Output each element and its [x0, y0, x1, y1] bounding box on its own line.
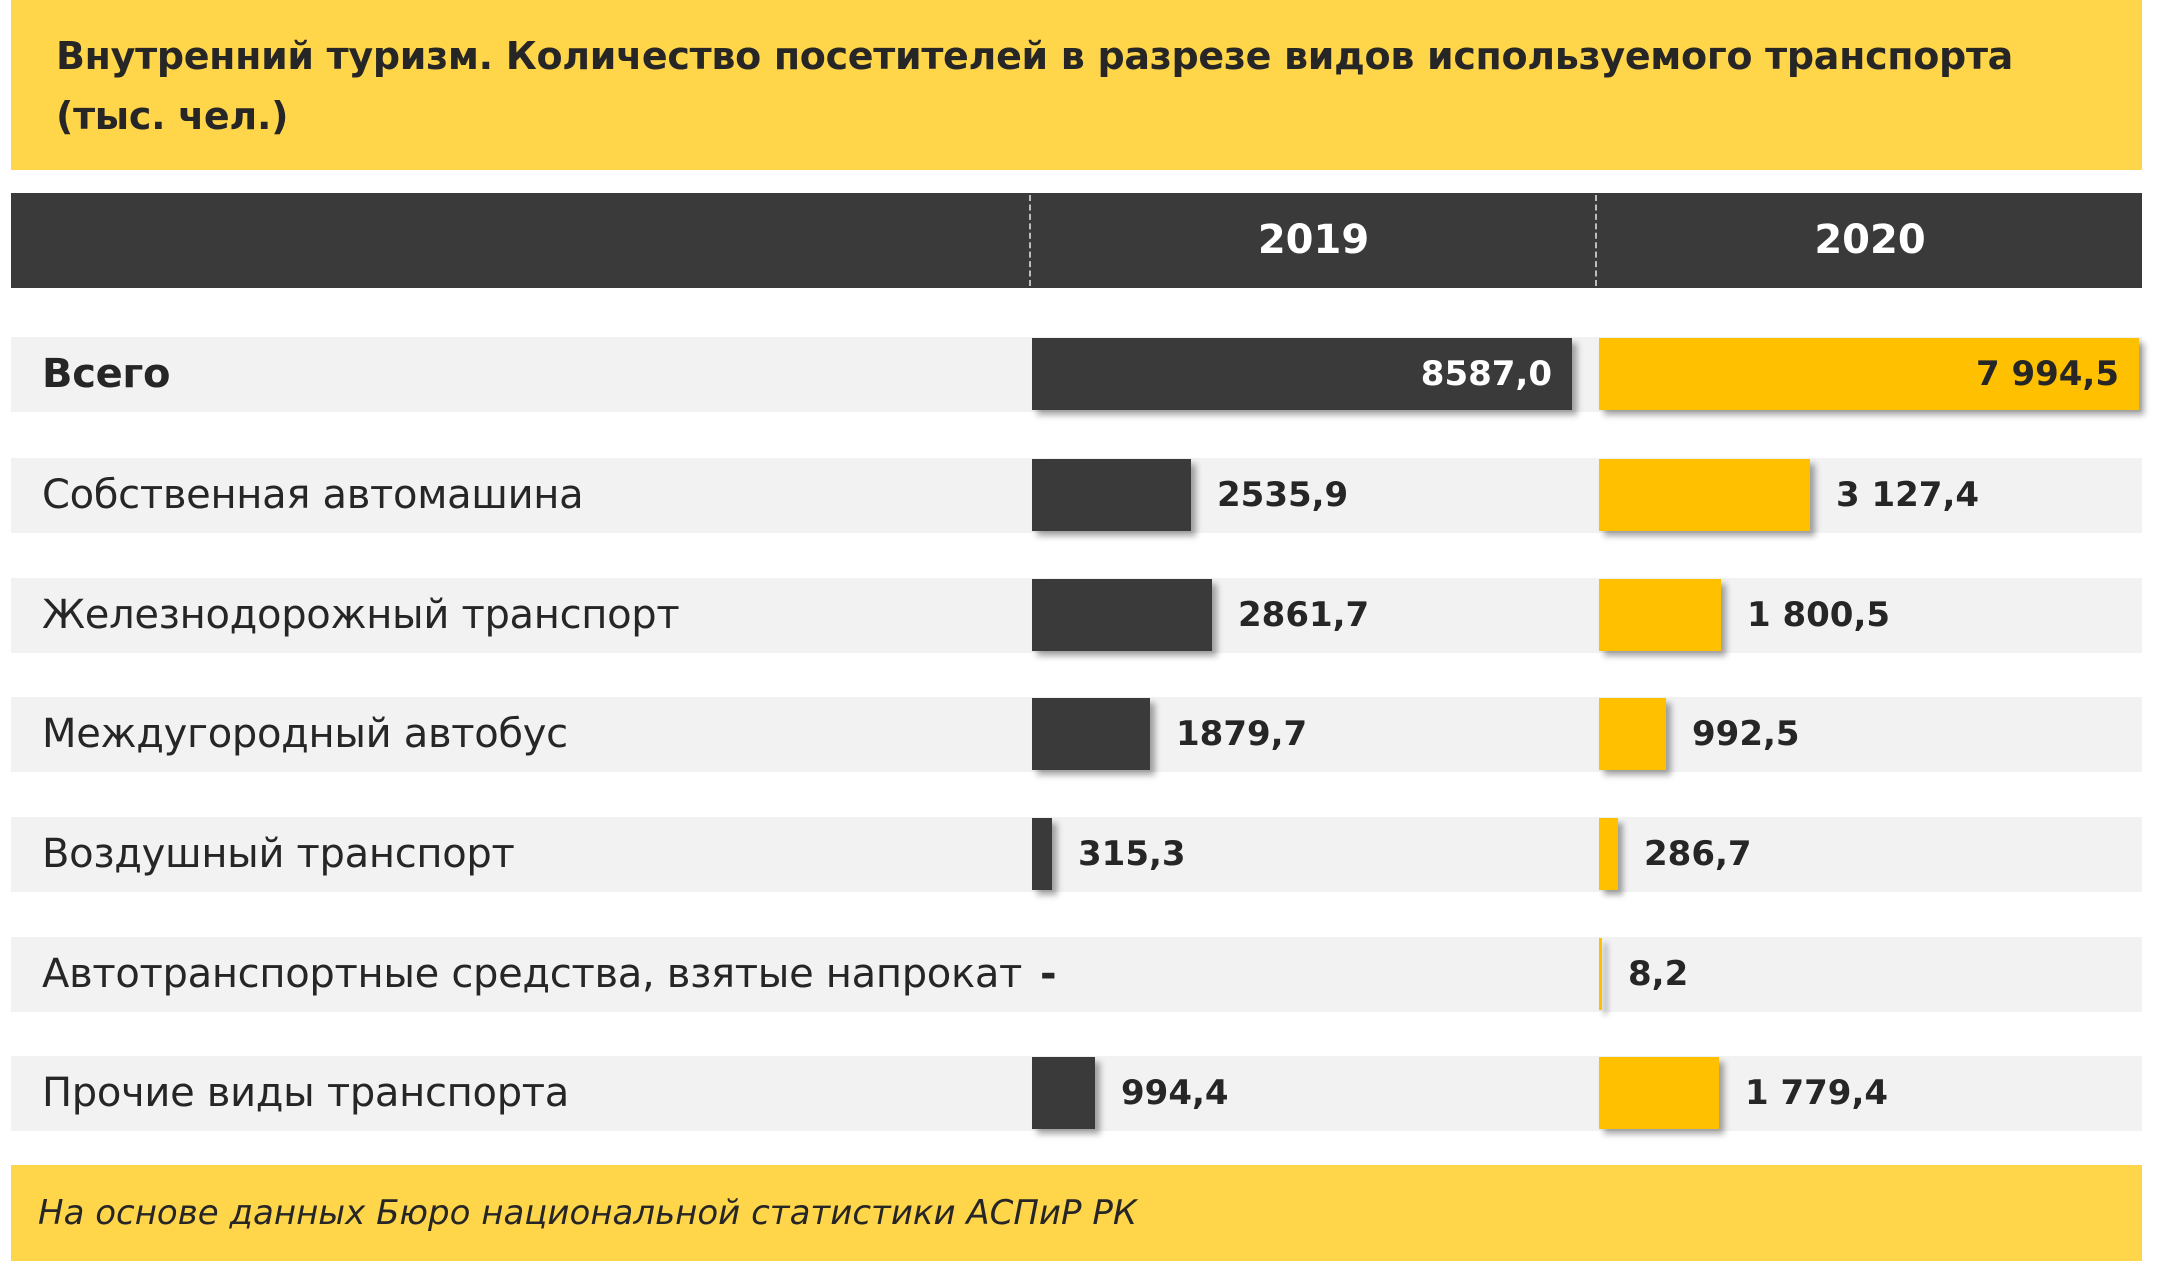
- bar-2020: [1599, 338, 2139, 410]
- category-label: Междугородный автобус: [42, 711, 568, 757]
- category-label: Всего: [42, 351, 171, 397]
- bar-2020: [1599, 818, 1618, 890]
- bar-2019: [1032, 338, 1572, 410]
- bar-2020: [1599, 1057, 1719, 1129]
- value-label-2019: 2535,9: [1217, 475, 1349, 515]
- source-note: На основе данных Бюро национальной стати…: [38, 1193, 1137, 1233]
- bar-2019: [1032, 459, 1191, 531]
- value-label-2019: -: [1040, 951, 1057, 997]
- bar-2020: [1599, 459, 1810, 531]
- bar-2020: [1599, 698, 1666, 770]
- value-label-2020: 1 800,5: [1747, 595, 1891, 635]
- value-label-2020: 3 127,4: [1836, 475, 1980, 515]
- bar-2019: [1032, 698, 1150, 770]
- bar-2019: [1032, 1057, 1095, 1129]
- value-label-2020: 286,7: [1644, 834, 1752, 874]
- category-label: Прочие виды транспорта: [42, 1070, 569, 1116]
- chart-title: Внутренний туризм. Количество посетителе…: [56, 26, 2013, 146]
- bar-2019: [1032, 579, 1212, 651]
- category-label: Воздушный транспорт: [42, 831, 515, 877]
- year-header-2019: 2019: [1257, 217, 1370, 263]
- value-label-2020: 992,5: [1692, 714, 1800, 754]
- bar-2020: [1599, 579, 1721, 651]
- value-label-2019: 1879,7: [1176, 714, 1308, 754]
- chart-title-line-1: Внутренний туризм. Количество посетителе…: [56, 34, 2014, 78]
- table-row: [11, 937, 2142, 1012]
- title-banner: Внутренний туризм. Количество посетителе…: [11, 0, 2142, 170]
- table-row: [11, 817, 2142, 892]
- year-header-2020: 2020: [1814, 217, 1926, 263]
- category-label: Собственная автомашина: [42, 472, 584, 518]
- bar-2019: [1032, 818, 1052, 890]
- value-label-2019: 2861,7: [1238, 595, 1370, 635]
- chart-title-line-2: (тыс. чел.): [56, 94, 289, 138]
- column-header-bar: 2019 2020: [11, 193, 2142, 288]
- column-divider: [1029, 195, 1031, 286]
- value-label-2019: 994,4: [1121, 1073, 1229, 1113]
- bar-2020: [1599, 938, 1602, 1010]
- source-banner: На основе данных Бюро национальной стати…: [11, 1165, 2142, 1261]
- value-label-2020: 7 994,5: [1975, 354, 2119, 394]
- category-label: Автотранспортные средства, взятые напрок…: [42, 951, 1023, 997]
- value-label-2020: 1 779,4: [1745, 1073, 1889, 1113]
- category-label: Железнодорожный транспорт: [42, 592, 680, 638]
- value-label-2020: 8,2: [1628, 954, 1689, 994]
- value-label-2019: 315,3: [1078, 834, 1186, 874]
- column-divider: [1595, 195, 1597, 286]
- value-label-2019: 8587,0: [1420, 354, 1552, 394]
